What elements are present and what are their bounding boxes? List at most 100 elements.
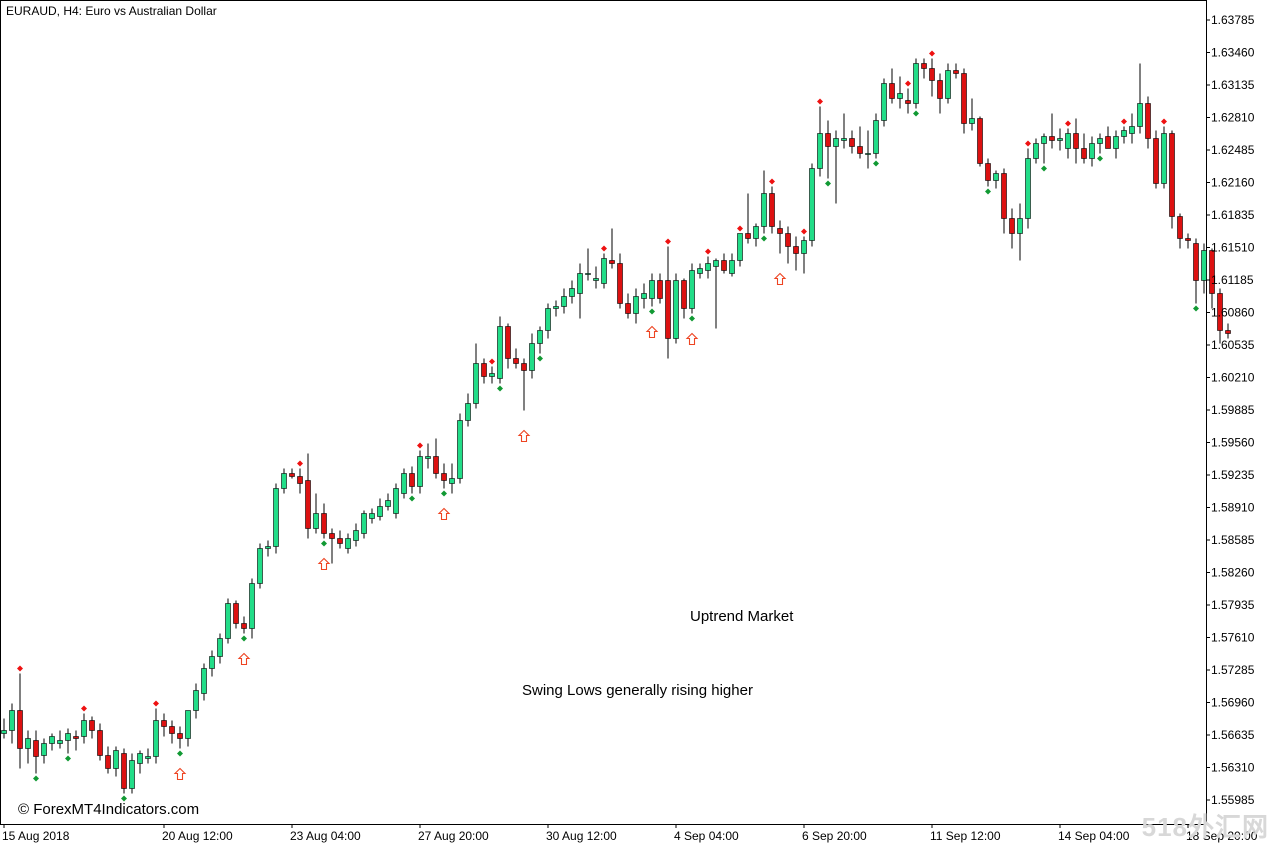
candle (209, 650, 215, 677)
y-axis: 1.63785 1.63460 1.63135 1.62810 1.62485 1.621… (1206, 13, 1255, 807)
x-tick-label: 6 Sep 20:00 (802, 829, 867, 843)
y-tick-label: 1.63460 (1211, 46, 1255, 60)
candle (897, 76, 903, 109)
candle (145, 748, 151, 764)
candle-body (265, 546, 271, 549)
candle (721, 253, 727, 274)
y-tick-label: 1.59560 (1211, 436, 1255, 450)
candle-body (753, 226, 759, 239)
candle-body (945, 70, 951, 99)
candle-body (409, 473, 415, 487)
y-tick-label: 1.61510 (1211, 241, 1255, 255)
x-tick-label: 15 Aug 2018 (2, 829, 70, 843)
candle (569, 280, 575, 304)
candle-body (97, 730, 103, 756)
candle (1049, 113, 1055, 149)
candle (353, 523, 359, 547)
candle (273, 483, 279, 554)
candle-body (1177, 216, 1183, 239)
candle-body (993, 173, 999, 181)
candle (1009, 208, 1015, 249)
candle-body (217, 638, 223, 657)
y-tick-label: 1.56310 (1211, 761, 1255, 775)
candle (993, 170, 999, 189)
candle (769, 186, 775, 234)
candle (1209, 248, 1215, 309)
candle-body (41, 743, 47, 756)
x-tick-label: 27 Aug 20:00 (418, 829, 489, 843)
candle-body (121, 753, 127, 789)
candle (441, 463, 447, 489)
candle-body (393, 488, 399, 514)
fractal-high-marker (817, 98, 823, 105)
candle-body (465, 403, 471, 421)
candle (289, 468, 295, 479)
candle-body (1033, 143, 1039, 159)
candle (417, 450, 423, 494)
candle-body (353, 530, 359, 541)
candle-body (985, 163, 991, 181)
candle-body (105, 755, 111, 769)
candle (881, 78, 887, 127)
y-tick-label: 1.60860 (1211, 306, 1255, 320)
candle (305, 453, 311, 539)
candle-body (193, 690, 199, 711)
candle (281, 468, 287, 494)
candle-body (1137, 103, 1143, 127)
candle (153, 708, 159, 764)
fractal-low-marker (177, 750, 183, 757)
candle (233, 600, 239, 629)
candle (777, 220, 783, 254)
candle-body (873, 120, 879, 154)
candle-body (489, 373, 495, 377)
candle-body (857, 146, 863, 154)
candle-body (801, 240, 807, 254)
y-tick-label: 1.63135 (1211, 78, 1255, 92)
candle-body (577, 273, 583, 294)
candle-body (841, 138, 847, 141)
buy-arrow-icon (645, 325, 659, 339)
y-tick-label: 1.58910 (1211, 501, 1255, 515)
candle-body (649, 280, 655, 299)
candle-body (441, 473, 447, 481)
buy-arrow-icon (317, 557, 331, 571)
candle-body (609, 260, 615, 264)
candle (969, 98, 975, 131)
candle-body (529, 343, 535, 371)
fractal-high-marker (17, 665, 23, 672)
candle-body (913, 63, 919, 104)
candle (241, 616, 247, 634)
candle-body (73, 736, 79, 739)
fractal-high-marker (705, 248, 711, 255)
candle (657, 273, 663, 304)
candle (809, 163, 815, 247)
candle-body (457, 420, 463, 479)
candle-body (769, 193, 775, 227)
candle (113, 746, 119, 777)
candle (257, 543, 263, 589)
candle (801, 236, 807, 274)
candle-body (209, 656, 215, 669)
fractal-high-marker (1065, 120, 1071, 127)
candle (345, 533, 351, 554)
fractal-high-marker (905, 80, 911, 87)
candle-body (49, 736, 55, 744)
fractal-low-marker (409, 495, 415, 502)
candle (193, 683, 199, 719)
candle (217, 633, 223, 664)
candle (457, 413, 463, 484)
candle-body (305, 480, 311, 529)
candle-body (1185, 238, 1191, 241)
candle-body (233, 603, 239, 624)
candle-body (281, 473, 287, 489)
candle-body (297, 476, 303, 484)
fractal-low-marker (689, 315, 695, 322)
fractal-high-marker (1025, 140, 1031, 147)
candle-body (1129, 126, 1135, 134)
annotation-uptrend: Uptrend Market (690, 608, 794, 625)
candle-body (809, 168, 815, 241)
candle (129, 753, 135, 794)
candle-body (1121, 130, 1127, 137)
candle (201, 663, 207, 701)
